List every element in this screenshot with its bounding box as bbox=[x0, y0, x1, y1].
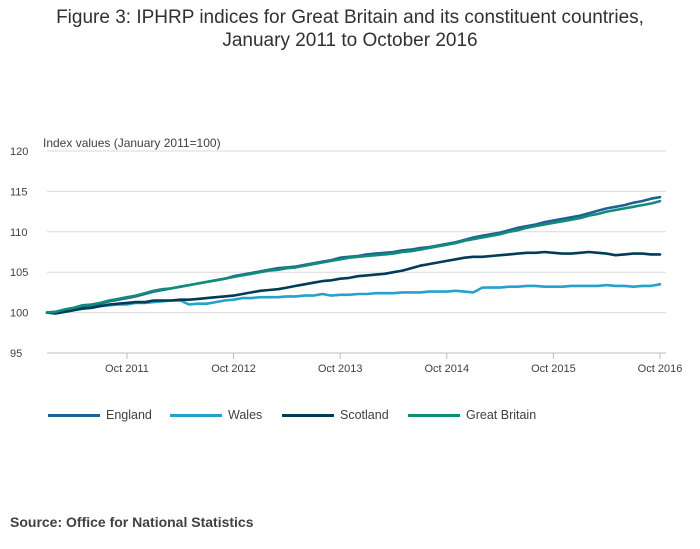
x-tick-label-3: Oct 2014 bbox=[424, 363, 469, 375]
chart-title-line-1: Figure 3: IPHRP indices for Great Britai… bbox=[56, 7, 644, 28]
y-tick-label-120: 120 bbox=[10, 146, 28, 158]
series-line-wales[interactable] bbox=[45, 282, 662, 315]
legend-swatch-england bbox=[48, 413, 100, 417]
legend-item-wales[interactable]: Wales bbox=[170, 408, 262, 422]
legend-label-great-britain: Great Britain bbox=[466, 408, 537, 422]
series-line-great-britain[interactable] bbox=[45, 199, 662, 314]
x-tick-label-2: Oct 2013 bbox=[318, 363, 363, 375]
y-tick-label-110: 110 bbox=[10, 227, 28, 239]
legend-label-scotland: Scotland bbox=[340, 408, 389, 422]
y-tick-label-95: 95 bbox=[10, 348, 22, 360]
y-tick-label-105: 105 bbox=[10, 267, 28, 279]
y-tick-label-100: 100 bbox=[10, 308, 28, 320]
legend-swatch-scotland bbox=[282, 413, 334, 417]
legend-label-england: England bbox=[106, 408, 152, 422]
legend-item-scotland[interactable]: Scotland bbox=[282, 408, 389, 422]
series-line-scotland[interactable] bbox=[45, 250, 662, 315]
y-tick-label-115: 115 bbox=[10, 186, 28, 198]
chart-title-line-2: January 2011 to October 2016 bbox=[222, 30, 478, 51]
legend-label-wales: Wales bbox=[228, 408, 263, 422]
legend-swatch-wales bbox=[170, 413, 222, 417]
legend-item-great-britain[interactable]: Great Britain bbox=[408, 408, 536, 422]
legend-swatch-great-britain bbox=[408, 413, 460, 417]
x-tick-label-1: Oct 2012 bbox=[211, 363, 256, 375]
legend-item-england[interactable]: England bbox=[48, 408, 152, 422]
y-axis-ticks: 95 100 105 110 115 120 bbox=[10, 146, 28, 360]
series-lines bbox=[45, 195, 662, 315]
y-axis-label: Index values (January 2011=100) bbox=[43, 136, 221, 150]
x-tick-label-5: Oct 2016 bbox=[638, 363, 683, 375]
chart-title: Figure 3: IPHRP indices for Great Britai… bbox=[0, 6, 700, 52]
x-tick-label-4: Oct 2015 bbox=[531, 363, 576, 375]
x-tick-label-0: Oct 2011 bbox=[105, 363, 149, 375]
x-axis-ticks: Oct 2011 Oct 2012 Oct 2013 Oct 2014 Oct 2015… bbox=[105, 353, 682, 375]
source-note: Source: Office for National Statistics bbox=[10, 514, 254, 530]
grid-lines bbox=[47, 150, 666, 354]
